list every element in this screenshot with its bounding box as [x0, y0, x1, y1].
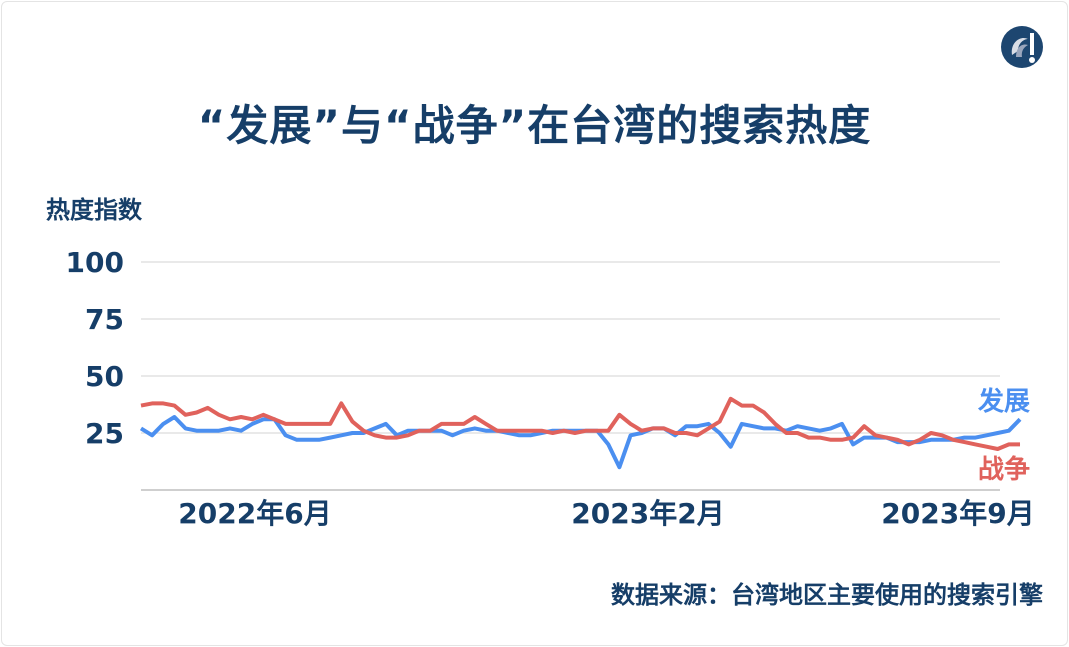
y-tick-label: 75 — [85, 303, 124, 336]
series-line-war — [140, 396, 1020, 451]
y-tick-label: 100 — [66, 246, 124, 279]
brand-logo-icon — [1001, 26, 1043, 68]
series-label: 发展 — [977, 386, 1030, 417]
series-line-development — [139, 415, 1022, 470]
chart-title: “发展”与“战争”在台湾的搜索热度 — [197, 101, 872, 150]
x-tick-label: 2023年2月 — [571, 497, 724, 530]
x-tick-label: 2022年6月 — [178, 497, 331, 530]
x-tick-label: 2023年9月 — [881, 497, 1034, 530]
source-note: 数据来源：台湾地区主要使用的搜索引擎 — [611, 581, 1043, 609]
y-tick-label: 25 — [85, 417, 124, 450]
y-axis-label: 热度指数 — [46, 196, 142, 224]
y-tick-label: 50 — [85, 360, 124, 393]
series-label: 战争 — [978, 455, 1030, 485]
